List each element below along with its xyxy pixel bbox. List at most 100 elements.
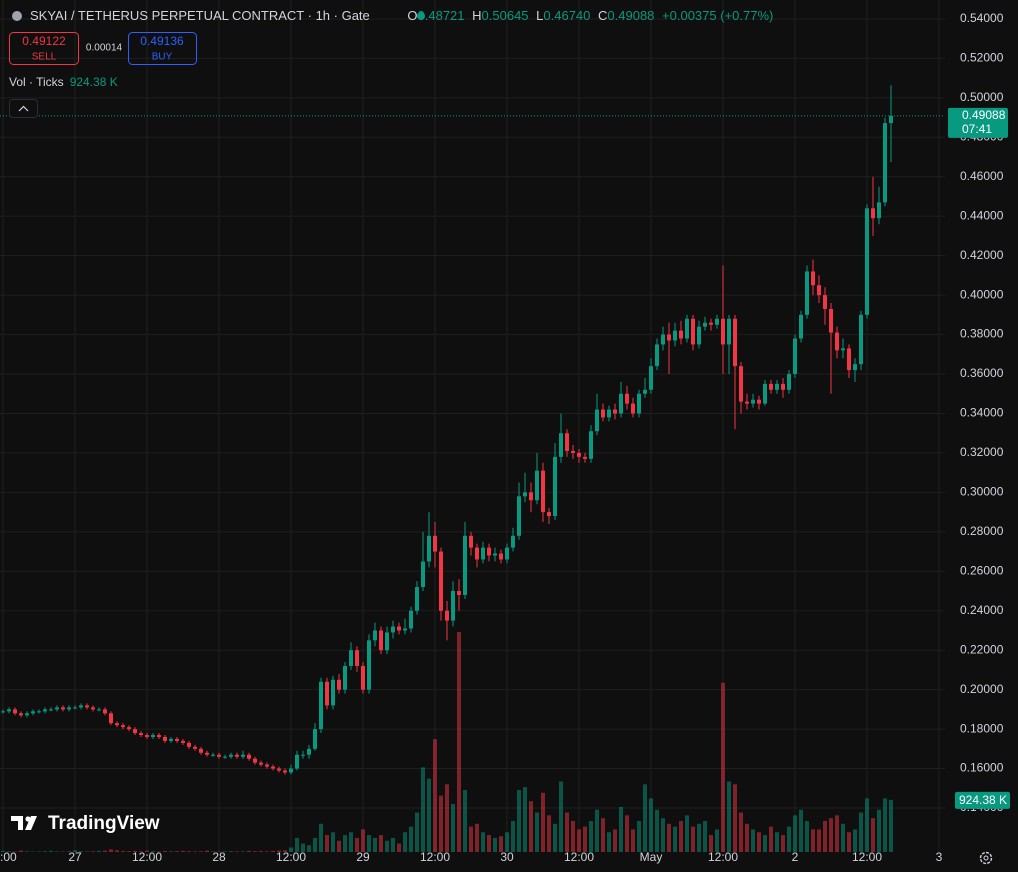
- y-tick-label: 0.32000: [960, 445, 1004, 459]
- indicator-name[interactable]: Vol · Ticks: [9, 75, 64, 89]
- candle-body: [151, 735, 155, 737]
- candle-body: [205, 752, 209, 755]
- x-tick-label: 12:00: [708, 850, 738, 864]
- volume-bar: [517, 789, 521, 852]
- x-tick-label: 12:00: [564, 850, 594, 864]
- volume-bar: [361, 829, 365, 852]
- candle-body: [25, 713, 29, 716]
- logo-text: TradingView: [48, 813, 160, 834]
- candle-body: [619, 393, 623, 414]
- candles: [0, 85, 945, 775]
- candle-body: [685, 318, 689, 339]
- volume-bar: [751, 829, 755, 852]
- x-tick-label: 27: [68, 850, 82, 864]
- volume-bar: [439, 795, 443, 852]
- volume-bar: [433, 739, 437, 852]
- candle-body: [775, 383, 779, 390]
- settings-gear[interactable]: [979, 851, 993, 865]
- candle-body: [805, 271, 809, 315]
- candle-body: [829, 308, 833, 333]
- collapse-button[interactable]: [9, 99, 38, 118]
- sell-price: 0.49122: [22, 34, 66, 48]
- volume-bar: [187, 851, 191, 852]
- candle-body: [313, 729, 317, 749]
- price-tag: [948, 107, 1008, 138]
- candle-body: [325, 681, 329, 706]
- volume-bar: [769, 826, 773, 852]
- y-tick-label: 0.18000: [960, 721, 1004, 735]
- candle-body: [721, 318, 725, 345]
- symbol[interactable]: SKYAI / TETHERUS PERPETUAL CONTRACT · 1h…: [30, 8, 370, 23]
- volume-bar: [691, 826, 695, 852]
- volume-bar: [583, 826, 587, 852]
- volume-bar: [715, 829, 719, 852]
- candle-body: [91, 707, 95, 710]
- candle-body: [745, 401, 749, 404]
- volume-bar: [637, 820, 641, 852]
- candle-body: [391, 626, 395, 633]
- candle-body: [283, 770, 287, 773]
- volume-bar: [481, 832, 485, 852]
- spread: 0.00014: [86, 43, 123, 54]
- settings[interactable]: [979, 851, 993, 865]
- volume-bar: [763, 835, 767, 852]
- y-tick-label: 0.24000: [960, 603, 1004, 617]
- candle-body: [469, 535, 473, 548]
- buy-price: 0.49136: [140, 34, 184, 48]
- volume-bar: [865, 798, 869, 852]
- volume-bar: [739, 812, 743, 852]
- candle-body: [691, 318, 695, 345]
- x-tick-label: 28: [212, 850, 226, 864]
- volume-bar: [391, 837, 395, 852]
- volume-bar: [673, 826, 677, 852]
- volume-bar: [55, 851, 59, 852]
- volume-bar: [133, 850, 137, 852]
- volume-bar: [373, 837, 377, 852]
- volume-bar: [199, 851, 203, 852]
- candle-body: [589, 431, 593, 459]
- candle-body: [889, 115, 893, 124]
- volume-bar: [505, 832, 509, 852]
- h-label: H: [472, 8, 481, 23]
- candle-body: [853, 364, 857, 371]
- candle-body: [103, 709, 107, 714]
- candle-body: [373, 630, 377, 641]
- candle-body: [157, 735, 161, 737]
- volume-bar: [337, 840, 341, 852]
- volume-bar: [631, 829, 635, 852]
- candle-body: [673, 330, 677, 341]
- candle-body: [421, 561, 425, 588]
- volume-bar: [97, 850, 101, 852]
- sell-button[interactable]: [9, 32, 79, 65]
- candle-body: [265, 764, 269, 767]
- candle-body: [385, 632, 389, 651]
- change: +0.00375 (+0.77%): [662, 8, 773, 23]
- volume-bar: [151, 851, 155, 852]
- x-tick-label: 29: [356, 850, 370, 864]
- volume-bar: [421, 767, 425, 852]
- volume-bar: [655, 809, 659, 852]
- volume-bar: [451, 804, 455, 852]
- candle-body: [439, 551, 443, 611]
- buy-button[interactable]: [128, 32, 197, 65]
- candle-body: [175, 738, 179, 741]
- y-tick-label: 0.30000: [960, 485, 1004, 499]
- volume-bar: [463, 789, 467, 852]
- candle-body: [703, 322, 707, 327]
- candle-body: [547, 512, 551, 517]
- candle-body: [457, 591, 461, 595]
- volume-bar: [121, 850, 125, 852]
- h-value: 0.50645: [482, 8, 529, 23]
- volume-bar: [379, 835, 383, 852]
- candle-body: [595, 409, 599, 432]
- candle-body: [577, 452, 581, 457]
- volume-bar: [523, 787, 527, 852]
- volume-bar: [7, 851, 11, 852]
- indicator-line: Vol · Ticks 924.38 K: [9, 75, 118, 89]
- candle-body: [187, 742, 191, 747]
- candle-body: [733, 318, 737, 367]
- volume-bar: [541, 792, 545, 852]
- candle-body: [349, 650, 353, 666]
- candle-body: [643, 389, 647, 394]
